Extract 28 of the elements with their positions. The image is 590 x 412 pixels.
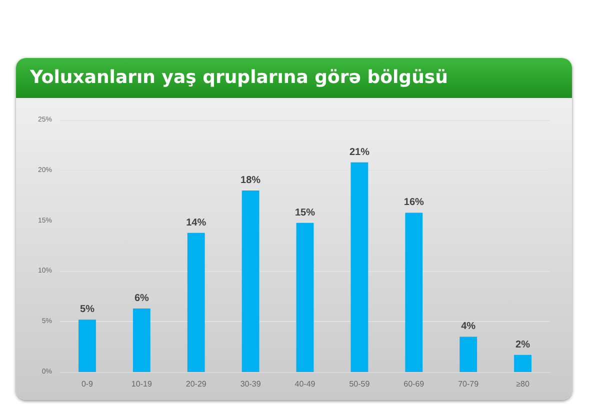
x-tick-label: 60-69	[404, 380, 425, 388]
bar	[350, 162, 368, 372]
chart-title: Yoluxanların yaş qruplarına görə bölgüsü	[16, 58, 572, 98]
data-label: 16%	[404, 197, 424, 208]
data-label: 15%	[294, 207, 316, 218]
bar	[514, 354, 532, 372]
bar	[242, 190, 260, 372]
data-label: 6%	[134, 292, 149, 304]
data-label: 4%	[461, 321, 476, 332]
x-tick-label: 30-39	[240, 380, 262, 388]
x-tick-label: 70-79	[458, 380, 480, 388]
data-label: 2%	[516, 339, 530, 350]
bar	[405, 212, 423, 372]
bar	[296, 222, 314, 372]
bar	[132, 308, 150, 372]
bar	[187, 232, 205, 372]
data-label: 21%	[349, 146, 370, 158]
bar	[460, 336, 478, 372]
data-label: 14%	[186, 217, 206, 228]
x-tick-label: 0-9	[81, 380, 94, 388]
data-label: 5%	[80, 304, 95, 316]
bar	[78, 320, 96, 372]
x-tick-label: 20-29	[186, 380, 207, 388]
x-tick-label: 40-49	[294, 380, 316, 388]
data-label: 18%	[240, 175, 261, 186]
x-tick-label: ≥80	[516, 380, 530, 388]
x-tick-label: 50-59	[349, 380, 370, 388]
x-tick-label: 10-19	[131, 380, 152, 388]
